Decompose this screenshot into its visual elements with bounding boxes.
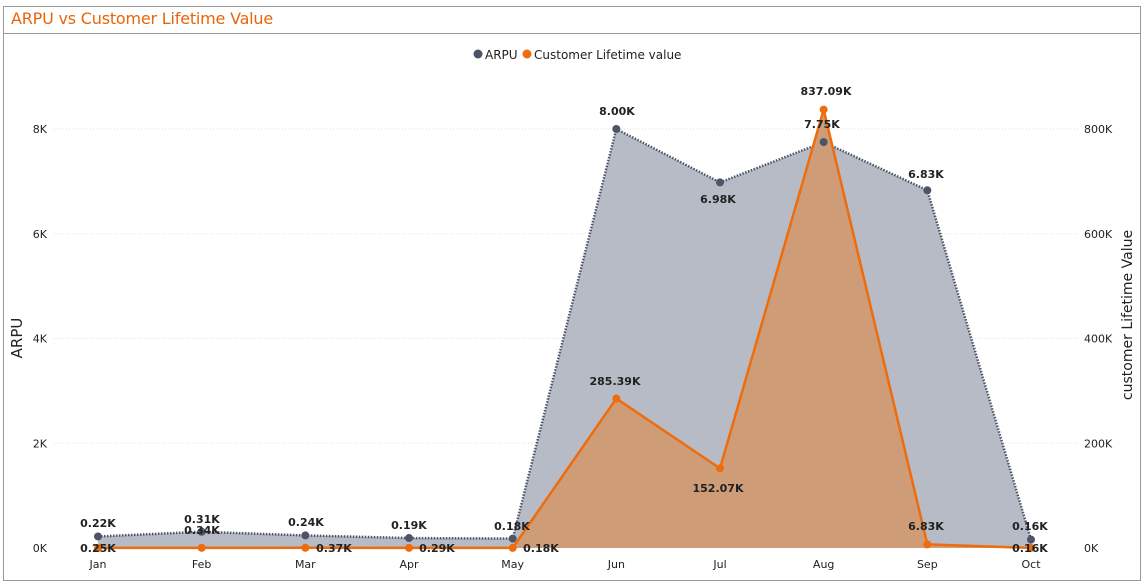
y2-tick-label: 0K: [1084, 542, 1099, 555]
data-label-arpu: 0.16K: [1012, 520, 1048, 533]
x-tick-label: Jul: [712, 558, 726, 571]
point-clv: [923, 540, 932, 549]
x-tick-label: Oct: [1021, 558, 1041, 571]
legend: ARPU Customer Lifetime value: [473, 48, 681, 62]
data-label-arpu: 0.24K: [288, 516, 324, 529]
point-arpu: [94, 532, 102, 541]
data-label-clv: 0.16K: [1012, 542, 1048, 555]
data-label-arpu: 0.22K: [80, 517, 116, 530]
data-label-clv: 0.37K: [316, 542, 352, 555]
y2-axis-title: customer Lifetime Value: [1120, 230, 1136, 400]
area-clv: [98, 109, 1031, 549]
point-arpu: [819, 138, 828, 147]
data-label-clv: 152.07K: [693, 482, 744, 495]
line-arpu: [97, 127, 1033, 540]
point-arpu: [508, 534, 517, 543]
point-arpu: [301, 531, 310, 540]
data-label-clv: 285.39K: [590, 375, 641, 388]
title-bar: ARPU vs Customer Lifetime Value: [4, 7, 1140, 34]
y2-tick-label: 800K: [1084, 123, 1113, 136]
chart-frame: ARPU vs Customer Lifetime Value 0K 0K 2K 20…: [3, 6, 1141, 581]
point-arpu: [197, 527, 206, 536]
x-tick-label: Feb: [192, 558, 211, 571]
legend-marker-clv: [522, 49, 532, 59]
legend-label-clv: Customer Lifetime value: [534, 48, 681, 62]
data-label-clv: 0.34K: [184, 524, 220, 537]
line-clv: [97, 108, 1032, 550]
point-clv: [405, 543, 413, 552]
point-clv: [94, 543, 102, 552]
point-clv: [819, 105, 828, 114]
data-label-arpu: 8.00K: [599, 105, 635, 118]
x-tick-label: Jan: [89, 558, 107, 571]
chart-svg: 0K 0K 2K 200K 4K 400K 6K 600K 8K 800K ARPU customer…: [8, 48, 1136, 571]
y-axis-title: ARPU: [8, 318, 26, 359]
point-clv: [1027, 543, 1035, 552]
y2-tick-label: 200K: [1084, 437, 1113, 450]
point-arpu: [923, 186, 932, 195]
y2-tick-label: 600K: [1084, 228, 1113, 241]
data-label-arpu: 0.19K: [391, 519, 427, 532]
data-label-arpu: 7.75K: [804, 118, 840, 131]
y-tick-label: 6K: [33, 228, 48, 241]
y-tick-label: 2K: [33, 437, 48, 450]
point-clv: [612, 394, 621, 403]
data-label-arpu: 0.31K: [184, 513, 220, 526]
x-tick-label: May: [501, 558, 524, 571]
point-arpu: [612, 125, 621, 133]
data-label-clv: 0.18K: [523, 542, 559, 555]
point-arpu: [405, 534, 413, 543]
x-tick-label: Aug: [813, 558, 834, 571]
y-tick-label: 4K: [33, 333, 48, 346]
data-label-clv: 6.83K: [908, 520, 944, 533]
point-clv: [716, 464, 724, 473]
point-arpu: [1027, 535, 1035, 544]
point-clv: [301, 543, 310, 552]
x-tick-label: Apr: [399, 558, 419, 571]
y2-tick-label: 400K: [1084, 333, 1113, 346]
y-tick-label: 0K: [33, 542, 48, 555]
point-arpu: [716, 178, 724, 187]
x-tick-label: Jun: [607, 558, 625, 571]
y-tick-label: 8K: [33, 123, 48, 136]
data-label-arpu: 6.98K: [700, 193, 736, 206]
data-label-arpu: 6.83K: [908, 168, 944, 181]
data-label-clv: 0.29K: [419, 542, 455, 555]
data-label-arpu: 0.18K: [494, 520, 530, 533]
data-label-clv: 0.25K: [80, 542, 116, 555]
chart-title: ARPU vs Customer Lifetime Value: [11, 9, 274, 28]
legend-marker-arpu: [473, 49, 483, 59]
data-label-clv: 837.09K: [801, 85, 852, 98]
point-clv: [197, 543, 206, 552]
legend-label-arpu: ARPU: [485, 48, 518, 62]
x-tick-label: Sep: [917, 558, 938, 571]
point-clv: [508, 543, 517, 552]
x-tick-label: Mar: [295, 558, 316, 571]
